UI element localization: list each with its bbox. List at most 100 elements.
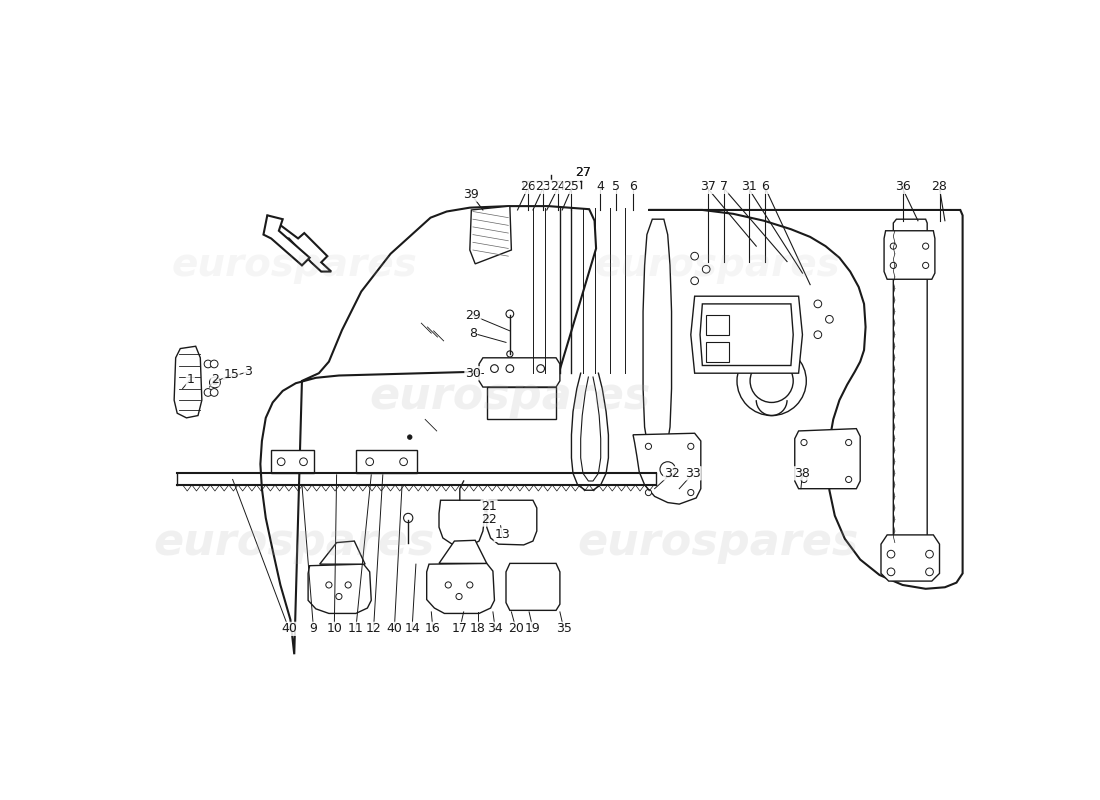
Text: 40: 40 [280, 622, 297, 635]
Circle shape [205, 360, 212, 368]
Circle shape [456, 594, 462, 599]
Circle shape [210, 389, 218, 396]
Text: 3: 3 [244, 365, 252, 378]
Text: 16: 16 [425, 622, 441, 635]
Circle shape [210, 360, 218, 368]
Text: eurospares: eurospares [370, 374, 650, 418]
Circle shape [814, 331, 822, 338]
Text: 6: 6 [629, 180, 637, 194]
Text: 6: 6 [761, 180, 769, 194]
Circle shape [209, 377, 220, 388]
Polygon shape [881, 535, 939, 581]
Polygon shape [634, 434, 701, 504]
Text: 31: 31 [740, 180, 757, 194]
Circle shape [336, 594, 342, 599]
Text: 30: 30 [465, 366, 481, 380]
Text: 29: 29 [465, 309, 481, 322]
Text: 9: 9 [309, 622, 318, 635]
Text: 35: 35 [556, 622, 572, 635]
Polygon shape [267, 215, 331, 271]
Circle shape [212, 380, 218, 385]
Text: 39: 39 [463, 188, 480, 201]
Text: 8: 8 [469, 326, 477, 340]
Text: 15: 15 [223, 368, 239, 382]
Circle shape [691, 252, 698, 260]
Circle shape [814, 450, 822, 458]
Polygon shape [691, 296, 803, 373]
Text: 28: 28 [932, 180, 947, 194]
Polygon shape [706, 315, 729, 334]
Circle shape [205, 389, 212, 396]
Polygon shape [506, 563, 560, 610]
Text: 27: 27 [575, 166, 591, 179]
Polygon shape [480, 358, 560, 387]
Text: eurospares: eurospares [154, 521, 434, 564]
Polygon shape [893, 219, 927, 550]
Text: 24: 24 [550, 180, 565, 194]
Polygon shape [884, 230, 935, 279]
Text: 38: 38 [794, 467, 811, 480]
Text: eurospares: eurospares [578, 521, 858, 564]
Circle shape [825, 434, 834, 442]
Circle shape [846, 439, 851, 446]
Text: 40: 40 [386, 622, 403, 635]
Circle shape [825, 315, 834, 323]
Text: 10: 10 [327, 622, 342, 635]
Polygon shape [356, 450, 418, 474]
Text: 23: 23 [535, 180, 551, 194]
Polygon shape [308, 564, 372, 614]
Text: 27: 27 [575, 166, 591, 179]
Polygon shape [271, 450, 314, 474]
Circle shape [506, 365, 514, 373]
Polygon shape [439, 500, 485, 545]
Circle shape [277, 458, 285, 466]
Text: 19: 19 [525, 622, 541, 635]
Circle shape [507, 351, 513, 357]
Text: 7: 7 [719, 180, 728, 194]
Polygon shape [470, 206, 512, 264]
Circle shape [688, 490, 694, 496]
Circle shape [801, 439, 807, 446]
Text: eurospares: eurospares [172, 246, 417, 284]
Circle shape [345, 582, 351, 588]
Text: 5: 5 [612, 180, 620, 194]
Polygon shape [649, 210, 962, 589]
Text: 37: 37 [700, 180, 716, 194]
Text: 25: 25 [563, 180, 580, 194]
Circle shape [887, 550, 895, 558]
Text: 34: 34 [487, 622, 503, 635]
Circle shape [926, 550, 933, 558]
Text: 12: 12 [365, 622, 382, 635]
Text: 21: 21 [481, 500, 497, 513]
Circle shape [299, 458, 307, 466]
Polygon shape [644, 219, 671, 459]
Circle shape [750, 359, 793, 402]
Text: 1: 1 [186, 373, 195, 386]
Text: 22: 22 [481, 513, 497, 526]
Circle shape [446, 582, 451, 588]
Text: 4: 4 [596, 180, 604, 194]
Circle shape [691, 277, 698, 285]
Circle shape [890, 243, 896, 250]
Text: 11: 11 [348, 622, 364, 635]
Text: 17: 17 [452, 622, 468, 635]
Text: 26: 26 [519, 180, 536, 194]
Polygon shape [264, 215, 310, 266]
Circle shape [923, 262, 928, 269]
Polygon shape [794, 429, 860, 489]
Circle shape [326, 582, 332, 588]
Polygon shape [320, 541, 365, 564]
Circle shape [366, 458, 374, 466]
Polygon shape [439, 540, 486, 563]
Text: 33: 33 [685, 467, 701, 480]
Polygon shape [486, 387, 556, 419]
Polygon shape [174, 346, 202, 418]
Polygon shape [427, 563, 495, 614]
Circle shape [646, 443, 651, 450]
Text: 2: 2 [211, 373, 219, 386]
Circle shape [825, 466, 834, 474]
Polygon shape [261, 206, 596, 654]
Circle shape [491, 365, 498, 373]
Text: 32: 32 [663, 467, 680, 480]
Polygon shape [486, 500, 537, 545]
